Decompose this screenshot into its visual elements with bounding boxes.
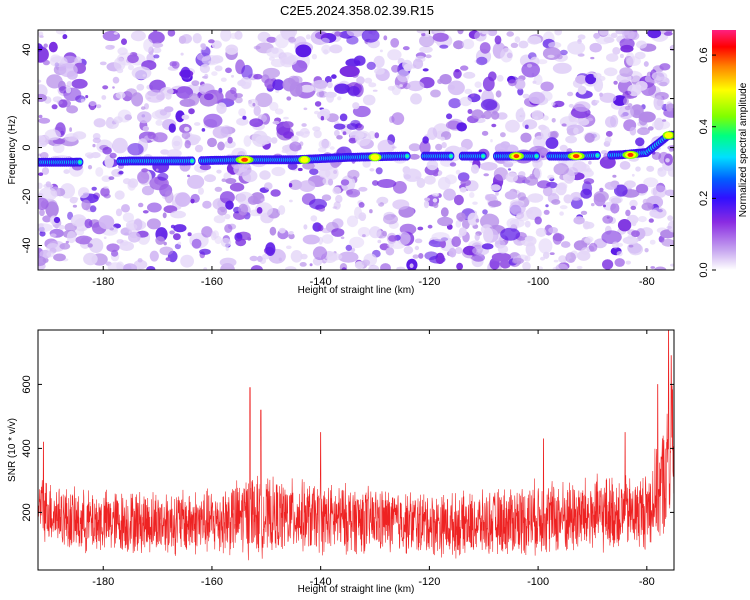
spectrogram-y-tick-label: -20	[21, 189, 33, 205]
snr-panel: -180 -160 -140 -120 -100 -80 200 400 600 Height…	[7, 329, 675, 595]
spectrogram-y-tick-label: -40	[21, 238, 33, 254]
snr-y-tick-label: 200	[21, 503, 33, 521]
snr-y-tick-label: 600	[21, 375, 33, 393]
snr-y-ticks: 200 400 600	[21, 375, 674, 522]
snr-x-tick-label: -100	[527, 576, 549, 588]
snr-x-tick-label: -140	[310, 576, 332, 588]
snr-x-tick-label: -160	[201, 576, 223, 588]
spectrogram-y-label: Frequency (Hz)	[7, 116, 18, 185]
spectrogram-y-tick-label: 0	[21, 144, 33, 150]
snr-x-tick-label: -180	[92, 576, 114, 588]
colorbar-tick-label: 0.2	[698, 191, 710, 206]
snr-y-tick-label: 400	[21, 439, 33, 457]
spectrogram-x-ticks: -180 -160 -140 -120 -100 -80	[92, 30, 655, 288]
spectrogram-x-tick-label: -100	[527, 276, 549, 288]
spectrogram-y-ticks: -40 -20 0 20 40	[21, 43, 674, 253]
spectrogram-x-label: Height of straight line (km)	[298, 285, 415, 296]
snr-y-label: SNR (10 * v/v)	[7, 418, 18, 482]
snr-series-line	[38, 330, 674, 561]
spectrogram-x-tick-label: -80	[639, 276, 655, 288]
spectrogram-x-tick-label: -160	[201, 276, 223, 288]
spectrogram-panel: -180 -160 -140 -120 -100 -80 -40 -20 0 20 40 Heig…	[7, 29, 675, 296]
snr-x-ticks: -180 -160 -140 -120 -100 -80	[92, 330, 655, 588]
snr-x-tick-label: -120	[418, 576, 440, 588]
colorbar: 0.0 0.2 0.4 0.6 Normalized spectral amplitu…	[698, 30, 749, 278]
colorbar-tick-label: 0.0	[698, 262, 710, 277]
spectrogram-x-tick-label: -140	[310, 276, 332, 288]
spectrogram-heatmap	[38, 30, 674, 270]
snr-x-tick-label: -80	[639, 576, 655, 588]
snr-x-label: Height of straight line (km)	[298, 584, 415, 595]
colorbar-label: Normalized spectral amplitude	[738, 82, 749, 217]
spectrogram-x-tick-label: -180	[92, 276, 114, 288]
colorbar-tick-label: 0.4	[698, 119, 710, 134]
colorbar-tick-label: 0.6	[698, 47, 710, 62]
colorbar-gradient	[712, 30, 736, 270]
spectrogram-y-tick-label: 20	[21, 92, 33, 104]
chart-title: C2E5.2024.358.02.39.R15	[280, 3, 434, 18]
spectrogram-y-tick-label: 40	[21, 43, 33, 55]
spectrogram-x-tick-label: -120	[418, 276, 440, 288]
colorbar-ticks: 0.0 0.2 0.4 0.6	[698, 47, 716, 278]
snr-frame	[37, 329, 675, 571]
spectrogram-frame	[37, 29, 675, 271]
